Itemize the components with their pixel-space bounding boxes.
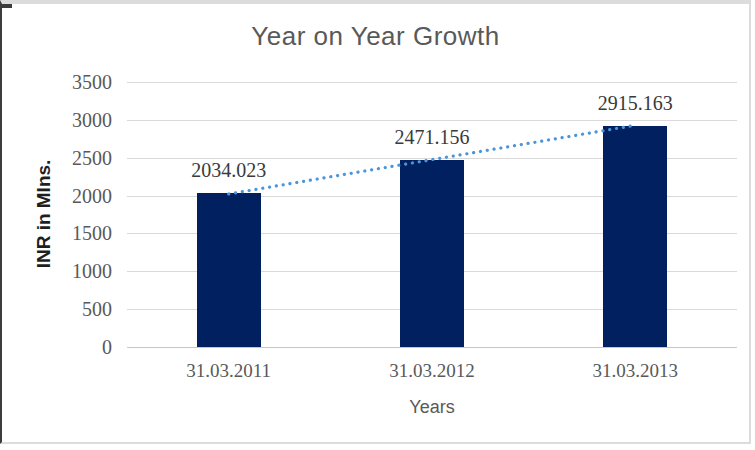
frame-corner-accent [2,4,12,8]
chart-image: Year on Year Growth INR in Mlns. 0 500 100… [0,0,755,450]
y-tick-label: 3000 [2,108,112,132]
y-tick-label: 2000 [2,184,112,208]
x-tick-label: 31.03.2011 [139,360,319,382]
x-tick-label: 31.03.2013 [545,360,725,382]
y-tick-label: 2500 [2,146,112,170]
x-tick-label: 31.03.2012 [342,360,522,382]
y-tick-label: 500 [2,297,112,321]
x-axis-title: Years [127,397,737,418]
y-axis-title: INR in Mlns. [33,160,55,269]
y-tick-label: 1500 [2,221,112,245]
data-label: 2915.163 [560,92,710,115]
chart-title: Year on Year Growth [2,21,749,52]
data-label: 2034.023 [154,159,304,182]
trendline [127,82,737,347]
plot-area: 2034.023 2471.156 2915.163 [127,82,737,347]
y-tick-label: 3500 [2,70,112,94]
y-tick-label: 1000 [2,259,112,283]
data-label: 2471.156 [357,126,507,149]
chart-frame: Year on Year Growth INR in Mlns. 0 500 100… [0,0,751,444]
y-tick-label: 0 [2,335,112,359]
x-axis-line [127,347,737,348]
